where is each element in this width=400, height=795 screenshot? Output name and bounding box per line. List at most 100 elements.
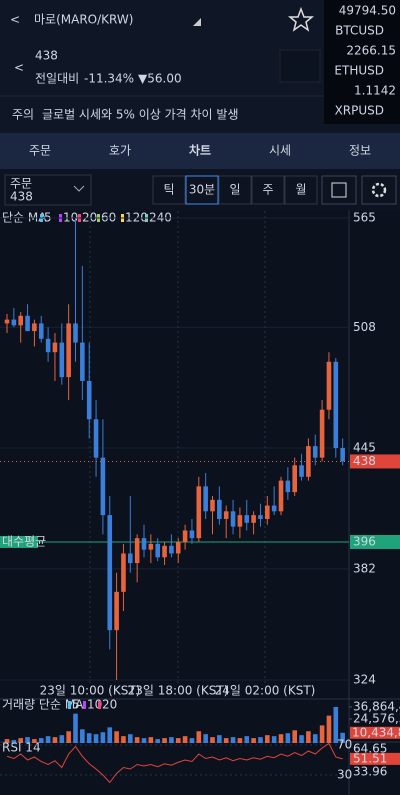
- candle-body: [155, 543, 160, 558]
- volume-bar: [107, 727, 113, 743]
- rsi-value: 51.51: [353, 751, 387, 765]
- volume-bar: [223, 738, 229, 743]
- notice-text: 글로벌 시세와 5% 이상 가격 차이 발생: [42, 108, 239, 122]
- candle-body: [312, 446, 318, 458]
- change-pct: -11.34%: [84, 72, 134, 86]
- x-tick-label: 23일 18:00 (KST): [128, 684, 229, 698]
- volume-bar: [210, 737, 215, 743]
- candle-body: [59, 342, 65, 378]
- volume-bar: [196, 731, 202, 743]
- volume-bar: [141, 738, 147, 743]
- x-tick-label: 24일 02:00 (KST): [215, 684, 316, 698]
- back-button[interactable]: <: [10, 13, 20, 27]
- candle-body: [299, 465, 304, 477]
- candle-body: [141, 538, 147, 550]
- candle-body: [271, 505, 277, 512]
- volume-bar: [292, 730, 297, 743]
- current-price: 438: [353, 454, 376, 468]
- volume-bar: [73, 713, 78, 743]
- candle-body: [114, 591, 119, 631]
- candle-body: [319, 409, 325, 458]
- tab[interactable]: 시세: [269, 144, 291, 158]
- candle-body: [45, 338, 51, 353]
- period-button[interactable]: [218, 175, 252, 205]
- period-button[interactable]: [284, 175, 318, 205]
- volume-tick-label: 24,576,326: [353, 711, 400, 725]
- rsi-value: 64.65: [353, 742, 387, 756]
- current-tag: [350, 454, 400, 469]
- mini-chart: [279, 49, 321, 83]
- volume-bar: [32, 739, 37, 743]
- candle-body: [169, 545, 174, 554]
- ma-swatch: [98, 701, 101, 709]
- title-dropdown[interactable]: [193, 18, 201, 26]
- volume-bar: [244, 736, 250, 743]
- tab[interactable]: 차트: [189, 143, 211, 158]
- tab[interactable]: 정보: [349, 144, 371, 158]
- ma-period: 5: [72, 698, 80, 712]
- candle-body: [18, 315, 23, 326]
- candle-body: [134, 538, 140, 564]
- volume-bar: [38, 738, 44, 743]
- volume-bar: [306, 731, 311, 743]
- gear-icon: [371, 182, 387, 198]
- volume-bar: [93, 734, 99, 743]
- draw-button[interactable]: [321, 175, 357, 205]
- tab[interactable]: 호가: [109, 144, 131, 158]
- volume-bar: [11, 740, 17, 743]
- y-tick-label: 324: [353, 673, 376, 687]
- volume-bar: [4, 739, 10, 743]
- volume-bar: [189, 738, 195, 743]
- candle-body: [73, 323, 78, 343]
- ticker-value: 1.1142: [354, 84, 396, 98]
- period-button[interactable]: [152, 175, 186, 205]
- avg-price: 396: [353, 534, 376, 548]
- volume-bar: [155, 739, 160, 743]
- volume-prefix: 거래량 단순 MA: [2, 698, 84, 712]
- volume-bar: [80, 729, 85, 743]
- candle-body: [210, 499, 215, 512]
- candle-body: [121, 553, 126, 592]
- volume-bar: [285, 733, 291, 743]
- volume-bar: [278, 734, 284, 743]
- ticker-value: 2266.15: [346, 44, 396, 58]
- y-tick-label: 382: [353, 561, 376, 575]
- volume-bar: [162, 738, 167, 743]
- settings-button[interactable]: [361, 175, 397, 205]
- volume-bar: [237, 738, 243, 743]
- order-dropdown[interactable]: [4, 174, 92, 206]
- period-button[interactable]: [251, 175, 285, 205]
- volume-bar: [18, 738, 23, 743]
- volume-bar: [326, 715, 332, 743]
- volume-bar: [59, 735, 65, 743]
- candle-body: [217, 499, 222, 519]
- ticker-name: XRPUSD: [335, 104, 384, 118]
- title: 마로(MARO/KRW): [34, 13, 133, 27]
- period-label: 일: [229, 183, 240, 197]
- rsi-tick-label: 70: [337, 738, 352, 752]
- volume-bar: [169, 737, 174, 743]
- notice-tag: 주의: [12, 108, 34, 122]
- volume-bar: [271, 736, 277, 743]
- favorite-star[interactable]: [287, 6, 315, 32]
- volume-bar: [203, 734, 208, 743]
- candle-body: [265, 505, 270, 519]
- candle-body: [340, 448, 345, 462]
- volume-current: 10,434,832: [352, 725, 400, 739]
- volume-bar: [217, 735, 222, 743]
- volume-bar: [182, 736, 188, 743]
- period-button[interactable]: [185, 175, 219, 205]
- candle-body: [107, 515, 113, 631]
- candle-body: [86, 380, 92, 420]
- tab[interactable]: 주문: [29, 144, 51, 158]
- period-label: 틱: [163, 183, 174, 197]
- rsi-line: [6, 742, 343, 784]
- candle-body: [52, 342, 58, 353]
- volume-bar: [148, 737, 154, 743]
- volume-bar: [299, 735, 304, 743]
- candle-body: [251, 515, 256, 523]
- x-tick-label: 23일 10:00 (KST): [40, 684, 141, 698]
- prev-arrow[interactable]: <: [14, 61, 24, 75]
- rsi-label: RSI 14: [2, 741, 41, 755]
